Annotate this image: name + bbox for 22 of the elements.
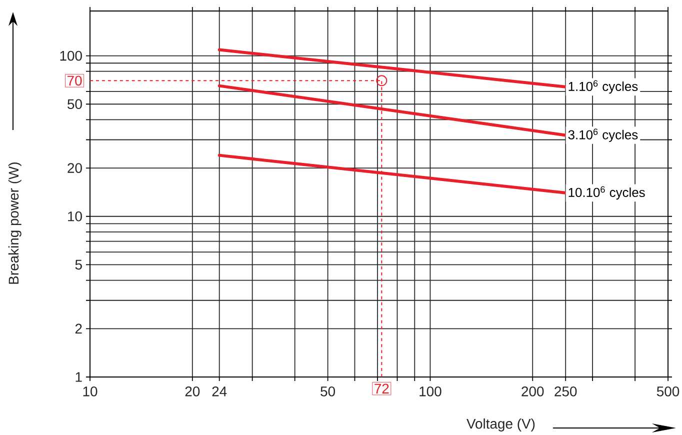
x-tick-label: 100 bbox=[420, 386, 442, 396]
y-tick-label: 100 bbox=[60, 50, 82, 61]
series-label: 3.10$^{6}$ cycles bbox=[568, 128, 638, 142]
x-tick-label: 10 bbox=[83, 386, 98, 396]
y-tick-label: 1 bbox=[76, 372, 82, 382]
ref-line-label: 70 bbox=[68, 76, 82, 86]
y-tick-label: 20 bbox=[68, 163, 82, 173]
y-tick-label: 5 bbox=[75, 260, 82, 270]
x-tick-label: 20 bbox=[185, 386, 200, 396]
x-axis-title: Voltage (V) bbox=[466, 418, 535, 432]
y-tick-label: 2 bbox=[75, 324, 82, 334]
x-tick-label: 200 bbox=[522, 386, 544, 396]
x-tick-label: 24 bbox=[212, 386, 227, 396]
y-axis-title: Breaking power (W) bbox=[8, 162, 22, 284]
x-tick-label: 250 bbox=[554, 386, 577, 396]
series-label: 10.10$^{6}$ cycles bbox=[568, 186, 645, 200]
y-tick-label: 50 bbox=[68, 99, 82, 110]
x-tick-label: 500 bbox=[656, 386, 680, 396]
series-label: 1.10$^{6}$ cycles bbox=[568, 80, 638, 94]
ref-line-label: 72 bbox=[374, 384, 389, 394]
y-tick-label: 10 bbox=[68, 211, 82, 222]
x-tick-label: 50 bbox=[320, 386, 336, 396]
